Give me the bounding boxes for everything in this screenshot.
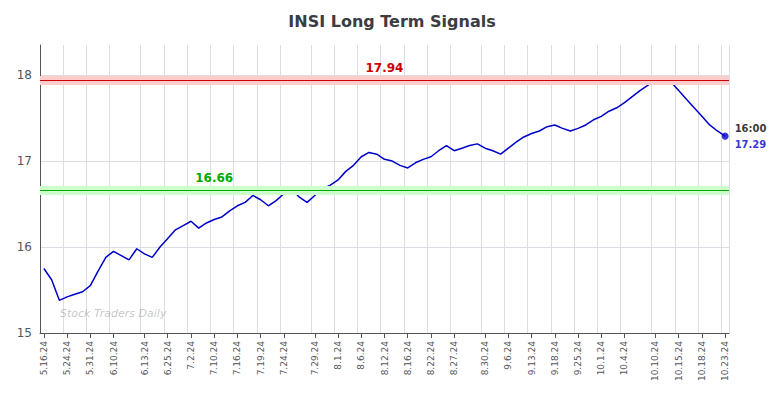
- svg-text:18: 18: [17, 68, 32, 82]
- svg-text:10.15.24: 10.15.24: [674, 341, 684, 381]
- svg-text:8.16.24: 8.16.24: [403, 341, 413, 376]
- svg-text:8.1.24: 8.1.24: [333, 341, 343, 370]
- svg-text:17.29: 17.29: [735, 139, 767, 150]
- svg-text:5.16.24: 5.16.24: [39, 341, 49, 376]
- svg-text:9.18.24: 9.18.24: [550, 341, 560, 376]
- svg-text:10.1.24: 10.1.24: [596, 341, 606, 376]
- svg-text:10.10.24: 10.10.24: [650, 341, 660, 381]
- svg-text:7.24.24: 7.24.24: [279, 341, 289, 376]
- svg-text:16.66: 16.66: [195, 171, 233, 185]
- svg-text:7.10.24: 7.10.24: [209, 341, 219, 376]
- svg-text:10.18.24: 10.18.24: [697, 341, 707, 381]
- svg-text:7.16.24: 7.16.24: [232, 341, 242, 376]
- svg-text:10.23.24: 10.23.24: [720, 341, 730, 381]
- svg-text:8.12.24: 8.12.24: [380, 341, 390, 376]
- svg-text:7.2.24: 7.2.24: [186, 341, 196, 370]
- svg-text:7.19.24: 7.19.24: [256, 341, 266, 376]
- svg-text:16:00: 16:00: [735, 123, 767, 134]
- svg-text:INSI Long Term Signals: INSI Long Term Signals: [288, 12, 495, 31]
- svg-text:8.27.24: 8.27.24: [449, 341, 459, 376]
- svg-text:10.4.24: 10.4.24: [619, 341, 629, 376]
- svg-text:7.29.24: 7.29.24: [310, 341, 320, 376]
- svg-text:17.94: 17.94: [366, 61, 404, 75]
- svg-text:8.22.24: 8.22.24: [426, 341, 436, 376]
- svg-text:8.6.24: 8.6.24: [356, 341, 366, 370]
- svg-text:6.10.24: 6.10.24: [109, 341, 119, 376]
- svg-text:8.30.24: 8.30.24: [480, 341, 490, 376]
- svg-text:9.6.24: 9.6.24: [503, 341, 513, 370]
- svg-text:Stock Traders Daily: Stock Traders Daily: [60, 307, 167, 320]
- svg-text:9.25.24: 9.25.24: [573, 341, 583, 376]
- svg-text:6.13.24: 6.13.24: [140, 341, 150, 376]
- svg-text:16: 16: [17, 240, 32, 254]
- svg-text:5.24.24: 5.24.24: [62, 341, 72, 376]
- svg-text:9.13.24: 9.13.24: [527, 341, 537, 376]
- svg-text:5.31.24: 5.31.24: [85, 341, 95, 376]
- svg-text:17: 17: [17, 154, 32, 168]
- svg-text:15: 15: [17, 326, 32, 340]
- svg-text:6.25.24: 6.25.24: [163, 341, 173, 376]
